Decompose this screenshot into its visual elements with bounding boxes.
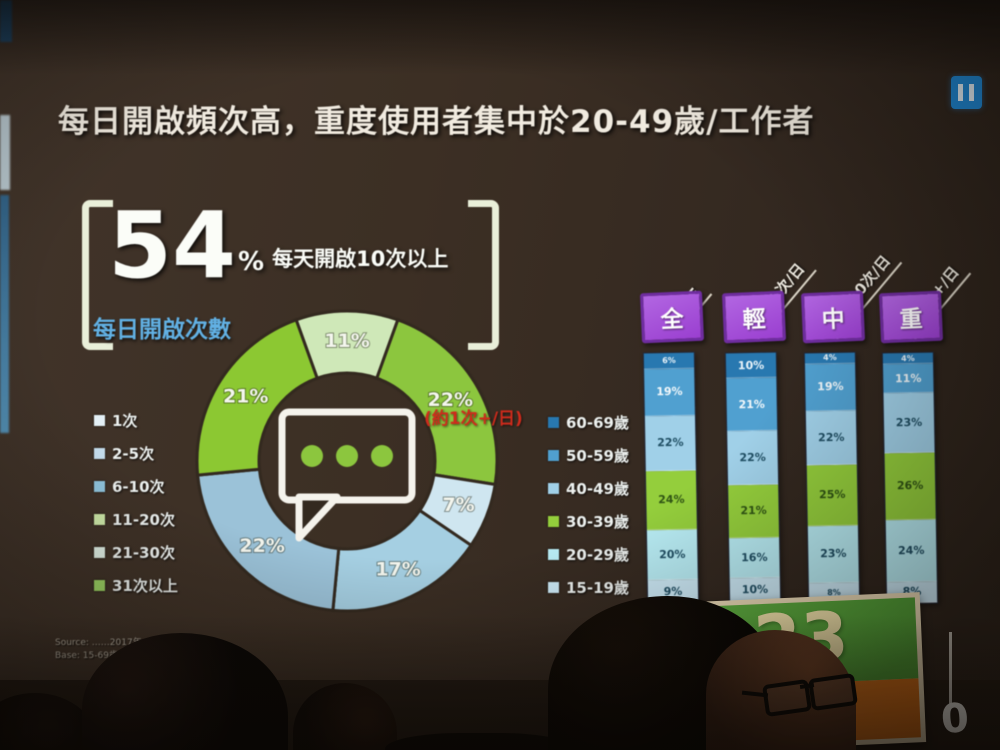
bar-segment: 10% (725, 352, 777, 379)
legend-item: 2-5次 (94, 443, 178, 464)
bar-segment: 24% (645, 470, 697, 531)
legend-item: 40-49歲 (548, 478, 629, 499)
legend-item: 60-69歲 (548, 412, 629, 433)
bar-segment: 6% (643, 352, 695, 370)
stacked-bar-chart: LINE全6%19%22%24%20%9%1-10次/日輕10%21%22%21… (630, 246, 972, 608)
bar-column: 4% 19% 22% 25% 23% 8% (803, 351, 861, 605)
bar-segment: 4% (882, 352, 934, 365)
legend-swatch-icon (548, 516, 559, 527)
legend-label: 2-5次 (112, 445, 155, 463)
donut-segment-label: 17% (375, 559, 420, 581)
legend-item: 30-39歲 (548, 511, 629, 532)
legend-label: 6-10次 (112, 478, 165, 496)
frequency-legend: 1次 2-5次 6-10次 11-20次 21-30次 31次以上 (94, 410, 178, 596)
bar-segment: 16% (729, 537, 780, 579)
partial-digit: 0 (939, 695, 971, 743)
stat-unit: % (238, 247, 265, 278)
donut-chart: 11% 22% 7% 17% 22% 21% (186, 300, 508, 622)
legend-item: 31次以上 (94, 575, 178, 596)
bar-segment: 21% (728, 484, 780, 538)
bar-segment: 23% (883, 392, 935, 454)
age-legend: 60-69歲 50-59歲 40-49歲 30-39歲 20-29歲 15-19歲 (548, 412, 629, 598)
legend-swatch-icon (94, 415, 105, 426)
group-label-box: 重 (878, 290, 944, 344)
legend-swatch-icon (548, 483, 559, 494)
legend-label: 11-20次 (112, 511, 175, 529)
bar-column: 10% 21% 22% 21% 16% 10% (724, 351, 782, 605)
donut-segment-label: 21% (223, 386, 268, 408)
legend-swatch-icon (548, 417, 559, 428)
stat-label: 每天開啟10次以上 (272, 247, 449, 272)
legend-item: 50-59歲 (548, 445, 629, 466)
bar-segment: 23% (807, 525, 859, 584)
legend-label: 20-29歲 (566, 546, 629, 564)
bar-column: 6% 19% 22% 24% 20% 9% (642, 351, 700, 605)
donut-annotation: (約1次+/日) (424, 409, 523, 429)
legend-swatch-icon (94, 481, 105, 492)
legend-label: 1次 (112, 412, 138, 430)
legend-swatch-icon (548, 450, 559, 461)
group-label-box: 全 (639, 290, 705, 344)
screen-edge-glow (0, 195, 9, 433)
legend-swatch-icon (94, 448, 105, 459)
legend-label: 15-19歲 (566, 579, 629, 597)
screen-edge-glow (0, 115, 10, 190)
group-label-box: 中 (800, 290, 866, 344)
legend-item: 21-30次 (94, 542, 178, 563)
second-sign-edge (949, 632, 952, 704)
legend-label: 40-49歲 (566, 480, 629, 498)
legend-label: 60-69歲 (566, 414, 629, 432)
group-label-box: 輕 (721, 290, 787, 344)
legend-swatch-icon (94, 580, 105, 591)
bar-segment: 19% (805, 363, 856, 411)
bar-segment: 26% (884, 452, 936, 521)
bar-segment: 19% (644, 368, 695, 417)
bar-segment: 11% (883, 363, 934, 394)
screen-edge-glow (0, 0, 12, 42)
audience-head (385, 733, 575, 750)
legend-item: 11-20次 (94, 509, 178, 530)
legend-item: 15-19歲 (548, 577, 629, 598)
legend-label: 21-30次 (112, 544, 175, 562)
legend-item: 1次 (94, 410, 178, 431)
bar-segment: 25% (806, 464, 858, 527)
slide-badge-icon (951, 76, 982, 109)
bar-segment: 24% (885, 519, 937, 583)
legend-swatch-icon (94, 514, 105, 525)
bar-segment: 22% (644, 415, 696, 472)
headline-stat: 54 % 每天開啟10次以上 (108, 192, 449, 299)
donut-segment-label: 11% (324, 330, 369, 352)
bar-segment: 22% (805, 410, 857, 466)
legend-item: 20-29歲 (548, 544, 629, 565)
legend-swatch-icon (548, 549, 559, 560)
line-speech-bubble-icon (278, 408, 416, 542)
bar-segment: 22% (727, 430, 779, 486)
bar-column: 4%11%23%26%24%8% (881, 351, 939, 605)
legend-swatch-icon (94, 547, 105, 558)
bar-segment: 21% (726, 377, 778, 432)
donut-segment-label: 22% (239, 535, 284, 557)
legend-label: 31次以上 (112, 577, 178, 595)
legend-item: 6-10次 (94, 476, 178, 497)
glasses-icon (807, 672, 859, 712)
legend-label: 50-59歲 (566, 447, 629, 465)
slide-title: 每日開啟頻次高，重度使用者集中於20-49歲/工作者 (58, 104, 815, 140)
legend-swatch-icon (548, 582, 559, 593)
legend-label: 30-39歲 (566, 513, 629, 531)
stat-value: 54 (108, 192, 237, 299)
bar-segment: 20% (646, 529, 698, 581)
donut-segment-label: 7% (442, 494, 474, 516)
